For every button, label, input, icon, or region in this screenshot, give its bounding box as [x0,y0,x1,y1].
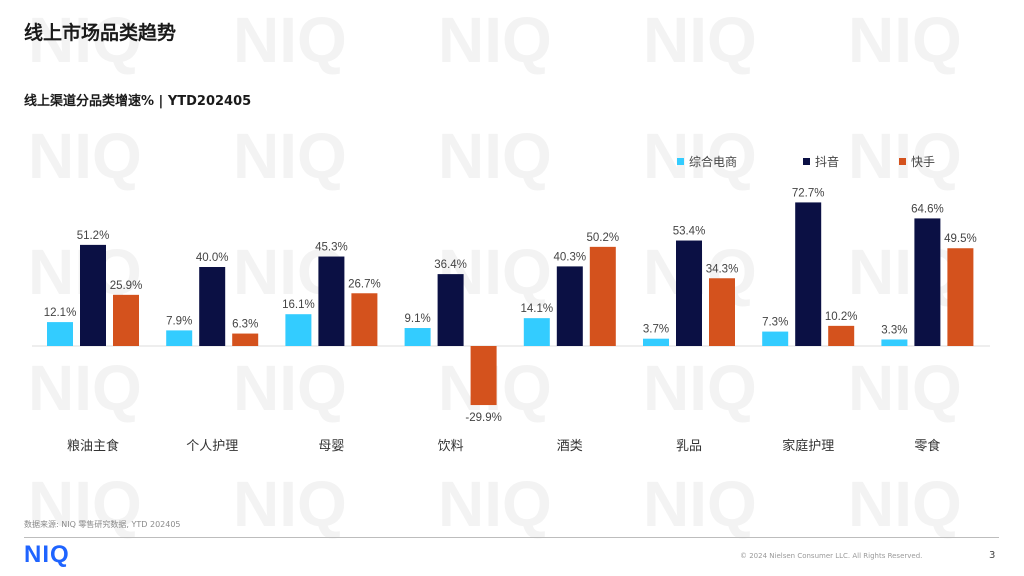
data-label: 3.7% [643,324,669,336]
bar [437,274,464,346]
category-label: 零食 [914,438,940,454]
legend-label-zonghe: 综合电商 [689,155,738,169]
bar [285,314,312,346]
category-label: 酒类 [557,439,583,454]
chart-title: 线上渠道分品类增速% | YTD202405 [24,94,252,109]
data-label: 7.3% [762,317,788,329]
data-label: 51.2% [77,230,110,242]
legend-swatch-douyin [803,158,810,165]
category-label: 母婴 [318,439,344,454]
bar [523,318,550,346]
bar [318,256,345,346]
legend-label-douyin: 抖音 [815,155,840,169]
bar [113,294,139,346]
data-label: 9.1% [404,313,430,325]
data-label: 25.9% [110,280,143,292]
legend-swatch-zonghe [677,158,684,165]
bar [470,346,497,406]
bar [795,202,822,346]
data-label: 50.2% [586,232,619,244]
bar [47,322,73,346]
data-label: 3.3% [881,324,907,336]
bar [947,248,974,346]
legend-label-kuaishou: 快手 [911,155,936,169]
bar [351,293,378,346]
bar [643,338,669,346]
data-label: 10.2% [825,311,858,323]
bar [166,330,193,346]
bar [914,218,941,346]
data-label: 7.9% [166,315,192,327]
bar [709,278,735,346]
page-number: 3 [989,550,996,561]
category-label: 乳品 [676,439,702,454]
data-label: 45.3% [315,242,348,254]
bar [676,240,702,346]
data-label: 34.3% [706,263,739,275]
bar [881,339,908,346]
bar [828,325,855,346]
bar [80,244,106,346]
legend-item-douyin: 抖音 [803,153,839,170]
bar [199,267,226,346]
category-label: 个人护理 [186,439,238,454]
page-title: 线上市场品类趋势 [24,22,177,44]
copyright-text: © 2024 Nielsen Consumer LLC. All Rights … [740,552,923,560]
bar [556,266,583,346]
data-label: 53.4% [673,226,706,238]
bar [232,333,259,346]
data-label: 40.3% [553,251,586,263]
bar-chart: 12.1% 51.2% 25.9% 粮油主食 7.9% 40.0% 6.3% 个人护理 16.1… [32,187,990,454]
legend-item-zonghe: 综合电商 [677,153,737,170]
data-source-footnote: 数据来源: NIQ 零售研究数据, YTD 202405 [24,520,181,529]
data-label: 16.1% [282,299,315,311]
bar [589,246,616,346]
category-label: 粮油主食 [67,438,119,454]
niq-logo: NIQ [24,541,70,568]
bar [404,328,431,346]
data-label: 40.0% [196,252,229,264]
footer-divider [24,537,999,538]
data-label: 26.7% [348,278,381,290]
data-label: -29.9% [465,412,501,424]
data-label: 12.1% [44,307,77,319]
legend-swatch-kuaishou [899,158,906,165]
legend-item-kuaishou: 快手 [899,153,935,170]
data-label: 64.6% [911,203,944,215]
data-label: 14.1% [520,303,553,315]
data-label: 36.4% [434,259,467,271]
data-label: 49.5% [944,233,977,245]
bar [762,331,789,346]
category-label: 饮料 [438,439,464,454]
data-label: 6.3% [232,319,258,331]
category-label: 家庭护理 [782,438,834,454]
data-label: 72.7% [792,187,825,199]
